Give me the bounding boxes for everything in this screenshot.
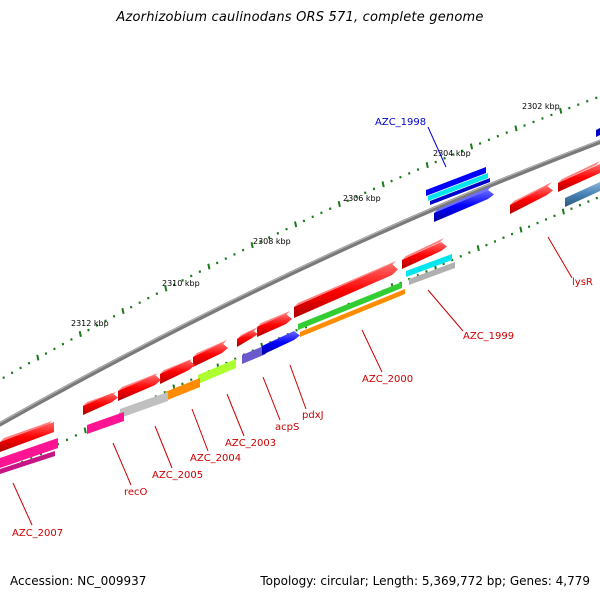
gene-AZC_1999-cyan[interactable] [406, 254, 452, 277]
leader-AZC_1998 [427, 126, 447, 168]
gene-acpS-slate[interactable] [242, 345, 266, 364]
gene-label-recO[interactable]: recO [124, 487, 148, 498]
outer-major-tick [164, 285, 168, 292]
gene-recO[interactable] [83, 393, 118, 415]
gene-AZC_2004[interactable] [160, 360, 195, 384]
tick-label-2310: 2310 kbp [162, 279, 200, 288]
leader-acpS [262, 376, 281, 421]
gene-AZC_2005-top[interactable] [118, 373, 158, 391]
leader-recO [112, 442, 132, 486]
tick-label-2312: 2312 kbp [71, 319, 109, 328]
outer-major-tick [425, 162, 429, 169]
gene-AZC_2007-violet[interactable] [0, 451, 55, 474]
tick-label-2304: 2304 kbp [433, 149, 471, 158]
leader-AZC_2000 [361, 329, 383, 373]
gene-AZC_2007-top[interactable] [0, 421, 52, 442]
map-title: Azorhizobium caulinodans ORS 571, comple… [116, 10, 484, 25]
gene-AZC_2005[interactable] [118, 375, 161, 401]
gene-AZC_2005-silver[interactable] [120, 392, 168, 418]
tick-label-2308: 2308 kbp [253, 237, 291, 246]
gene-AZC_2003[interactable] [193, 343, 228, 367]
gene-AZC_1999-top[interactable] [402, 238, 444, 260]
outer-major-tick [250, 242, 254, 249]
gene-label-AZC_2007[interactable]: AZC_2007 [12, 528, 63, 539]
leader-AZC_2004 [191, 408, 209, 452]
leader-pdxJ [289, 364, 307, 410]
gene-AZC_1998-a[interactable] [426, 167, 486, 196]
gene-lysR-top[interactable] [510, 182, 552, 205]
outer-major-tick [294, 221, 298, 228]
outer-major-tick [36, 354, 40, 361]
gene-lysR[interactable] [510, 186, 553, 214]
gene-label-AZC_2005[interactable]: AZC_2005 [152, 470, 203, 481]
gene-label-AZC_2003[interactable]: AZC_2003 [225, 438, 276, 449]
label-leaders [12, 236, 573, 526]
gene-acpS[interactable] [237, 330, 258, 347]
gene-pdxJ-top[interactable] [257, 311, 290, 327]
inner-major-tick [83, 427, 87, 434]
gene-AZC_2000[interactable] [294, 264, 398, 318]
outer-major-tick [78, 331, 82, 338]
leader-AZC_1999 [427, 289, 464, 332]
outer-major-tick [469, 143, 474, 150]
tick-label-2302: 2302 kbp [522, 102, 560, 111]
gene-AZC_2003-top[interactable] [193, 340, 227, 357]
tick-label-2306: 2306 kbp [343, 194, 381, 203]
gene-AZC_1999-gray[interactable] [409, 262, 455, 285]
outer-major-tick [121, 307, 125, 315]
gene-label-AZC_2004[interactable]: AZC_2004 [190, 453, 241, 464]
gene-right-red[interactable] [558, 164, 600, 192]
gene-recO-pink[interactable] [87, 412, 124, 434]
gene-AZC_2004-orange[interactable] [165, 378, 200, 401]
outer-major-tick [381, 181, 385, 188]
gene-label-AZC_1999[interactable]: AZC_1999 [463, 331, 514, 342]
gene-AZC_2000-green[interactable] [298, 282, 402, 330]
outer-major-tick [207, 263, 211, 270]
inner-major-tick [519, 226, 523, 233]
gene-AZC_1998-b[interactable] [428, 173, 488, 201]
gene-AZC_1999[interactable] [402, 242, 447, 269]
topology-text: Topology: circular; Length: 5,369,772 bp… [260, 574, 590, 588]
gene-pdxJ-red[interactable] [257, 314, 292, 337]
leader-AZC_2003 [226, 393, 245, 437]
gene-pdxJ[interactable] [262, 331, 300, 355]
outer-major-tick [514, 125, 518, 132]
gene-features [0, 128, 600, 474]
inner-major-tick [476, 245, 480, 252]
gene-AZC_2007-pink[interactable] [0, 438, 58, 468]
gene-label-pdxJ[interactable]: pdxJ [302, 410, 324, 421]
gene-right-top[interactable] [558, 161, 600, 183]
leader-AZC_2005 [154, 425, 173, 469]
leader-AZC_2007 [12, 482, 33, 526]
gene-AZC_1998-c[interactable] [430, 178, 490, 205]
genome-backbone [0, 139, 600, 427]
gene-edge-blue[interactable] [596, 128, 600, 137]
accession-text: Accession: NC_009937 [10, 574, 147, 588]
gene-AZC_2000-top[interactable] [294, 261, 396, 307]
gene-AZC_2000-orange[interactable] [300, 289, 405, 337]
gene-AZC_1998-d-top[interactable] [434, 186, 492, 213]
gene-label-AZC_2000[interactable]: AZC_2000 [362, 374, 413, 385]
leader-lysR [547, 236, 573, 279]
gene-AZC_2003-lime[interactable] [198, 359, 236, 384]
gene-label-lysR[interactable]: lysR [572, 277, 593, 288]
genome-backbone-highlight [0, 139, 600, 424]
gene-label-AZC_1998[interactable]: AZC_1998 [375, 117, 426, 128]
gene-label-acpS[interactable]: acpS [275, 422, 299, 433]
gene-right-steel[interactable] [565, 182, 600, 207]
gene-AZC_2007[interactable] [0, 422, 54, 452]
outer-major-tick [559, 107, 563, 114]
outer-tick-row [2, 96, 598, 379]
inner-major-tick [561, 208, 565, 215]
outer-major-tick [337, 200, 341, 208]
gene-AZC_1998-d[interactable] [434, 190, 494, 222]
